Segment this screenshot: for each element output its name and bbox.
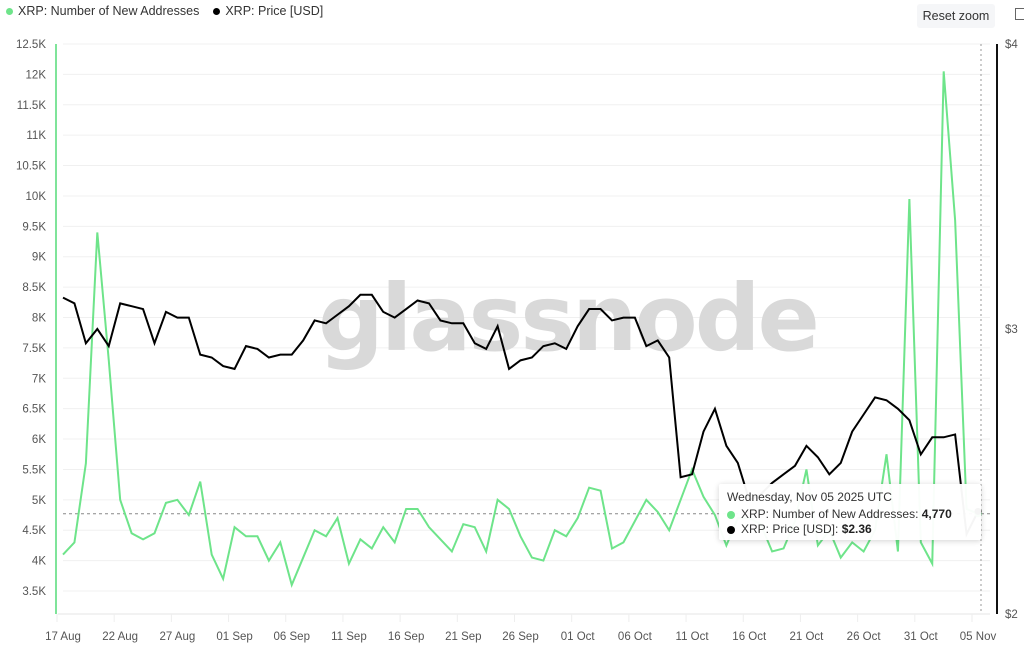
green-dot-icon xyxy=(6,7,13,15)
legend-label: XRP: Number of New Addresses xyxy=(18,4,200,18)
y-tick-label: 8K xyxy=(32,313,46,325)
black-dot-icon xyxy=(213,7,221,15)
x-tick-label: 06 Sep xyxy=(274,631,310,643)
tooltip-value: $2.36 xyxy=(841,522,872,536)
x-tick-label: 05 Nov xyxy=(960,631,997,643)
y-tick-label: 6K xyxy=(32,434,46,446)
y-tick-label: 7K xyxy=(32,373,46,385)
y-tick-label: 4.5K xyxy=(22,525,46,537)
x-tick-label: 01 Oct xyxy=(561,631,596,643)
x-tick-label: 27 Aug xyxy=(159,631,195,643)
x-tick-label: 17 Aug xyxy=(45,631,81,643)
y-tick-label: 5K xyxy=(32,495,46,507)
x-tick-label: 11 Sep xyxy=(331,631,367,643)
y-right-tick-label: $2 xyxy=(1005,609,1018,621)
export-menu-icon[interactable] xyxy=(1015,8,1024,20)
glassnode-watermark: glassnode xyxy=(318,265,817,372)
y-tick-label: 12.5K xyxy=(16,39,46,51)
legend-item-price[interactable]: XRP: Price [USD] xyxy=(213,4,323,18)
y-tick-label: 5.5K xyxy=(22,464,46,476)
x-tick-label: 26 Oct xyxy=(847,631,882,643)
tooltip: Wednesday, Nov 05 2025 UTC XRP: Number o… xyxy=(719,484,981,540)
y-tick-label: 11K xyxy=(26,130,46,142)
tooltip-title: Wednesday, Nov 05 2025 UTC xyxy=(727,490,892,504)
legend-label: XRP: Price [USD] xyxy=(225,4,324,18)
y-tick-label: 8.5K xyxy=(22,282,46,294)
y-tick-label: 6.5K xyxy=(22,404,46,416)
left-y-axis: 12.5K 12K 11.5K 11K 10.5K 10K 9.5K 9K 8.5K 8K 7.5K… xyxy=(16,39,46,598)
right-y-axis: $4 $3 $2 xyxy=(1005,39,1018,621)
y-tick-label: 9K xyxy=(32,252,46,264)
tooltip-value: 4,770 xyxy=(921,507,952,521)
x-tick-label: 26 Sep xyxy=(502,631,538,643)
x-tick-label: 22 Aug xyxy=(102,631,138,643)
y-tick-label: 10K xyxy=(26,191,47,203)
x-tick-label: 31 Oct xyxy=(904,631,939,643)
x-axis: 17 Aug 22 Aug 27 Aug 01 Sep 06 Sep 11 Sep 16 S… xyxy=(45,613,997,643)
y-tick-label: 7.5K xyxy=(22,343,46,355)
tooltip-label: XRP: Price [USD]: xyxy=(741,522,842,536)
y-tick-label: 4K xyxy=(32,556,46,568)
y-right-tick-label: $3 xyxy=(1005,324,1018,336)
y-tick-label: 9.5K xyxy=(22,221,46,233)
y-tick-label: 10.5K xyxy=(16,161,46,173)
reset-zoom-button[interactable]: Reset zoom xyxy=(917,4,995,28)
y-right-tick-label: $4 xyxy=(1005,39,1018,51)
legend-item-new-addresses[interactable]: XRP: Number of New Addresses xyxy=(6,4,199,18)
y-tick-label: 12K xyxy=(26,69,47,81)
green-dot-icon xyxy=(727,510,735,519)
y-tick-label: 3.5K xyxy=(22,586,46,598)
tooltip-label: XRP: Number of New Addresses: xyxy=(741,507,922,521)
x-tick-label: 01 Sep xyxy=(216,631,252,643)
black-dot-icon xyxy=(727,525,735,534)
x-tick-label: 21 Oct xyxy=(789,631,824,643)
x-tick-label: 06 Oct xyxy=(618,631,653,643)
x-tick-label: 16 Sep xyxy=(388,631,424,643)
tooltip-row-addresses: XRP: Number of New Addresses: 4,770 xyxy=(727,507,973,522)
tooltip-row-price: XRP: Price [USD]: $2.36 xyxy=(727,522,973,537)
x-tick-label: 11 Oct xyxy=(676,631,710,643)
chart-legend: XRP: Number of New Addresses XRP: Price … xyxy=(6,4,323,18)
x-tick-label: 21 Sep xyxy=(445,631,481,643)
x-tick-label: 16 Oct xyxy=(732,631,767,643)
price-line xyxy=(62,293,979,538)
y-tick-label: 11.5K xyxy=(17,100,47,112)
